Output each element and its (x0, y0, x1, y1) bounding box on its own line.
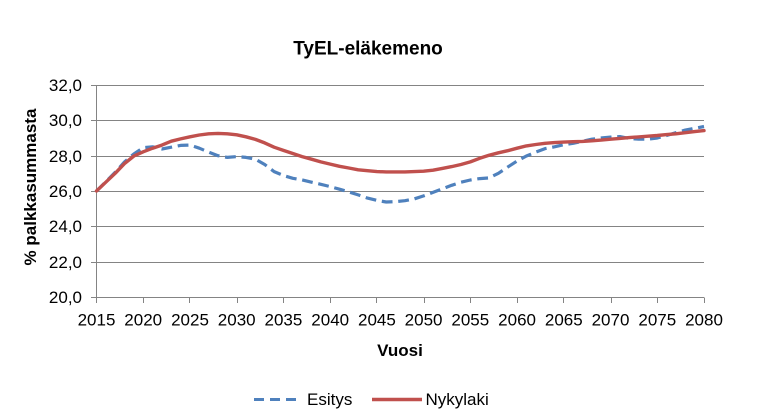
svg-text:% palkkasummasta: % palkkasummasta (21, 108, 40, 265)
svg-text:2055: 2055 (451, 311, 489, 330)
svg-text:2025: 2025 (171, 311, 209, 330)
svg-text:Esitys: Esitys (307, 390, 352, 409)
svg-text:2080: 2080 (685, 311, 723, 330)
svg-text:30,0: 30,0 (49, 111, 82, 130)
svg-text:2065: 2065 (545, 311, 583, 330)
svg-text:20,0: 20,0 (49, 288, 82, 307)
svg-text:2050: 2050 (405, 311, 443, 330)
svg-text:2035: 2035 (264, 311, 302, 330)
svg-text:2030: 2030 (218, 311, 256, 330)
svg-text:22,0: 22,0 (49, 253, 82, 272)
svg-text:24,0: 24,0 (49, 217, 82, 236)
svg-text:Nykylaki: Nykylaki (426, 390, 489, 409)
svg-text:32,0: 32,0 (49, 76, 82, 95)
svg-text:2060: 2060 (498, 311, 536, 330)
svg-text:TyEL-eläkemeno: TyEL-eläkemeno (293, 39, 443, 60)
svg-text:2070: 2070 (592, 311, 630, 330)
svg-text:2020: 2020 (124, 311, 162, 330)
svg-text:28,0: 28,0 (49, 147, 82, 166)
svg-text:2040: 2040 (311, 311, 349, 330)
svg-text:2015: 2015 (78, 311, 116, 330)
svg-text:2045: 2045 (358, 311, 396, 330)
svg-text:2075: 2075 (638, 311, 676, 330)
svg-text:26,0: 26,0 (49, 182, 82, 201)
svg-text:Vuosi: Vuosi (377, 341, 423, 360)
